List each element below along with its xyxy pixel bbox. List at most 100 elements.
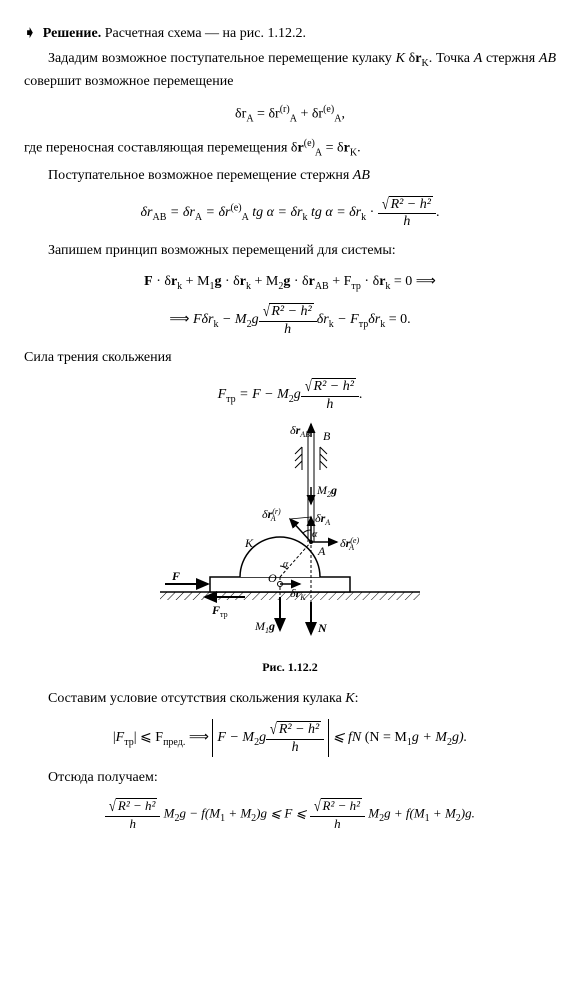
eq7-e: M (365, 806, 379, 821)
eq4-f: δr (368, 313, 380, 328)
eq2-e: tg α = δr (307, 205, 361, 220)
p2-h: совершит возможное перемещение (24, 74, 233, 89)
eq-1: δrA = δr(r)A + δr(e)A, (24, 102, 556, 126)
para-solution-start: ➧ Решение. Расчетная схема — на рис. 1.1… (24, 22, 556, 44)
eq4-arr: ⟹ (169, 313, 193, 328)
eq-5: Fтр = F − M2g√R² − h²h. (24, 378, 556, 412)
para-8: Отсюда получаем: (24, 767, 556, 788)
eq1-plus: + δr (297, 106, 323, 121)
p3-subK: K (350, 148, 357, 159)
eq5-frac: √R² − h²h (301, 378, 359, 412)
eq6-pred: пред. (163, 737, 185, 748)
eq2-sAB: AB (153, 212, 167, 223)
svg-text:M2g: M2g (316, 483, 337, 499)
eq3-c: + M (251, 274, 278, 289)
eq5-a: F (218, 388, 227, 403)
eq3-b: + M (182, 274, 209, 289)
p3-a: где переносная составляющая перемещения … (24, 141, 298, 156)
eq6-p4: g). (452, 731, 467, 746)
label-solution: Решение. (43, 26, 101, 41)
svg-text:δr(e)A: δr(e)A (340, 536, 359, 552)
eq5-sqrt: R² − h² (314, 379, 354, 394)
eq7-s2: R² − h² (323, 798, 361, 813)
eq2-b: = δr (166, 205, 194, 220)
eq1-eq: = δr (254, 106, 280, 121)
eq6-p: (N = M (361, 731, 407, 746)
p3-sup: (e) (304, 138, 315, 149)
p2-a: Зададим возможное поступательное перемещ… (48, 51, 396, 66)
para-5: Запишем принцип возможных перемещений дл… (24, 240, 556, 261)
eq7-b: g − f(M (180, 806, 221, 821)
eq4-d: δr (317, 313, 329, 328)
eq6-p2: g + M (412, 731, 447, 746)
p2-d: . Точка (429, 51, 474, 66)
svg-text:O: O (268, 571, 277, 585)
svg-text:α: α (283, 559, 289, 570)
eq4-a: Fδr (193, 313, 214, 328)
eq1-supr: (r) (280, 104, 290, 115)
eq7-d: )g ⩽ F ⩽ (256, 806, 310, 821)
eq5-dot: . (359, 388, 363, 403)
eq2-supe: (e) (230, 202, 241, 213)
eq6-den: h (292, 740, 299, 755)
eq6-sqrt: R² − h² (279, 722, 319, 737)
eq6-arr: ⟹ (185, 731, 212, 746)
eq3-F: F (144, 274, 153, 289)
p3-dot: . (357, 141, 361, 156)
p7-K: K (345, 691, 354, 706)
eq4-frac: √R² − h²h (259, 303, 317, 337)
svg-text:B: B (323, 429, 331, 443)
eq6-F: F (116, 731, 125, 746)
eq7-frac2: √R² − h²h (310, 798, 365, 831)
eq7-h: )g. (461, 806, 475, 821)
eq4-e: − F (334, 313, 359, 328)
eq4-c: g (252, 313, 259, 328)
eq4-den: h (284, 322, 291, 337)
para-3: где переносная составляющая перемещения … (24, 136, 556, 160)
eq7-d1: h (130, 816, 137, 831)
eq2-c: = δr (202, 205, 230, 220)
eq2-dot: · (366, 205, 378, 220)
eq6-frac: √R² − h²h (266, 721, 324, 755)
eq7-frac1: √R² − h²h (105, 798, 160, 831)
eq6-ab: g (259, 731, 266, 746)
p4-a: Поступательное возможное перемещение сте… (48, 168, 353, 183)
eq5-c: g (294, 388, 301, 403)
eq1-lhs: δr (235, 106, 246, 121)
svg-text:δr(r)A: δr(r)A (262, 507, 281, 523)
p2-sub: K (421, 58, 428, 69)
eq2-a: δr (141, 205, 153, 220)
p2-A: A (474, 51, 483, 66)
p4-AB: AB (353, 168, 370, 183)
para-6: Сила трения скольжения (24, 347, 556, 368)
eq7-c: + M (225, 806, 251, 821)
svg-text:F: F (171, 569, 180, 583)
eq1-supe: (e) (323, 104, 334, 115)
eq1-subA2: A (290, 113, 297, 124)
eq-7: √R² − h²h M2g − f(M1 + M2)g ⩽ F ⩽ √R² − … (24, 798, 556, 831)
eq3-g2: g (283, 274, 290, 289)
eq2-p: . (436, 205, 440, 220)
svg-text:A: A (317, 544, 326, 558)
eq-6: |Fтр| ⩽ Fпред. ⟹ F − M2g√R² − h²h ⩽ fN (… (24, 719, 556, 757)
figure-caption: Рис. 1.12.2 (24, 658, 556, 676)
p2-AB: AB (539, 51, 556, 66)
para-2: Зададим возможное поступательное перемещ… (24, 48, 556, 92)
para-4: Поступательное возможное перемещение сте… (24, 165, 556, 186)
eq3-zero: = 0 ⟹ (390, 274, 435, 289)
p7-colon: : (355, 691, 359, 706)
p3-b: = δ (322, 141, 344, 156)
eq5-tr: тр (226, 394, 236, 405)
eq6-le1: ⩽ F (137, 731, 164, 746)
eq3-e: + F (329, 274, 352, 289)
eq-2: δrAB = δrA = δr(e)A tg α = δrk tg α = δr… (24, 196, 556, 230)
eq-3: FF · δr · δrk + M1g · δrk + M2g · δrAB +… (24, 271, 556, 294)
eq-4: ⟹ Fδrk − M2g√R² − h²hδrk − Fтрδrk = 0. (24, 303, 556, 337)
p1-text: Расчетная схема — на рис. 1.12.2. (101, 26, 306, 41)
eq6-abs: F − M2g√R² − h²h (212, 719, 329, 757)
eq7-a: M (160, 806, 174, 821)
eq2-frac: √R² − h²h (378, 196, 436, 230)
svg-text:N: N (317, 621, 328, 635)
eq3-g1: g (215, 274, 222, 289)
svg-text:Fтр: Fтр (211, 603, 228, 619)
